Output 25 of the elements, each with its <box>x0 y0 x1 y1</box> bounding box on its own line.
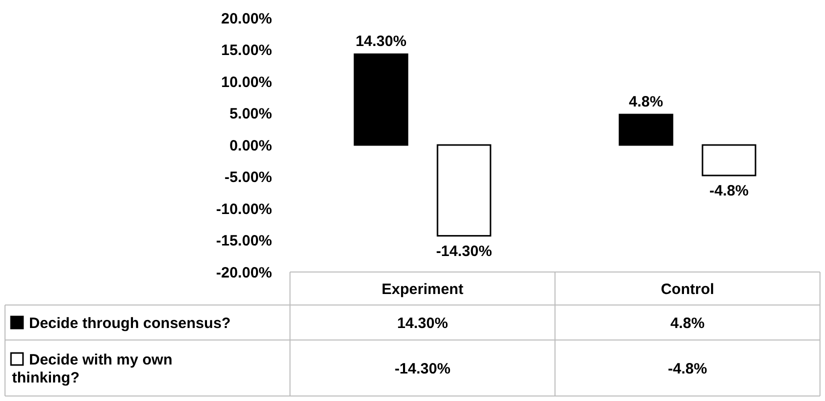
legend-label: Decide through consensus? <box>29 314 231 332</box>
data-label: 14.30% <box>397 314 448 332</box>
data-label: -4.8% <box>668 360 708 378</box>
legend-label: Decide with my own thinking? <box>12 351 172 386</box>
bar <box>436 144 492 237</box>
y-tick-label: 15.00% <box>221 42 272 59</box>
text: -4.8% <box>709 182 749 200</box>
data-label: -14.30% <box>394 360 450 378</box>
y-tick-label: 5.00% <box>229 106 272 122</box>
y-tick-label: -10.00% <box>216 200 272 218</box>
x-tick-label: Experiment <box>382 280 464 298</box>
y-tick-label: -15.00% <box>216 232 272 250</box>
y-tick-label: 20.00% <box>221 10 272 28</box>
text: 14.30% <box>356 33 406 50</box>
bar <box>618 114 674 146</box>
y-tick-label: -20.00% <box>216 264 272 282</box>
y-tick-label: 10.00% <box>221 74 272 91</box>
y-tick-label: -5.00% <box>224 169 272 186</box>
text: -14.30% <box>436 242 492 260</box>
bar <box>354 53 408 146</box>
x-tick-label: Control <box>660 280 714 298</box>
bar <box>702 144 756 176</box>
data-label: 4.8% <box>670 314 705 332</box>
y-tick-label: 0.00% <box>229 137 272 154</box>
text: 4.8% <box>628 94 664 111</box>
